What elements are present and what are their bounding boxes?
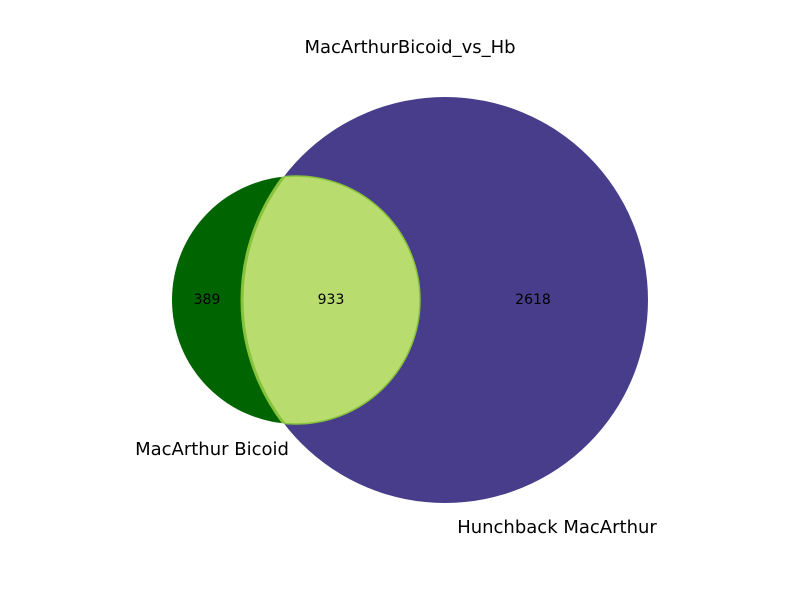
intersection-edge	[242, 175, 421, 425]
set-label-bicoid: MacArthur Bicoid	[135, 439, 289, 460]
count-intersection: 933	[318, 292, 345, 308]
count-bicoid-only: 389	[194, 292, 221, 308]
count-hunchback-only: 2618	[515, 292, 551, 308]
set-label-hunchback: Hunchback MacArthur	[457, 517, 657, 538]
intersection-region	[240, 176, 420, 424]
chart-title: MacArthurBicoid_vs_Hb	[304, 37, 515, 58]
